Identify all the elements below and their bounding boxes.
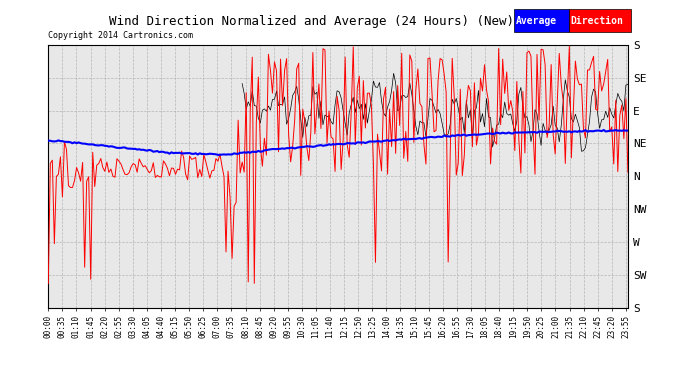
Text: Direction: Direction — [571, 16, 624, 26]
Text: Average: Average — [515, 16, 557, 26]
Text: Copyright 2014 Cartronics.com: Copyright 2014 Cartronics.com — [48, 30, 193, 39]
Text: Wind Direction Normalized and Average (24 Hours) (New) 20140423: Wind Direction Normalized and Average (2… — [109, 15, 581, 28]
